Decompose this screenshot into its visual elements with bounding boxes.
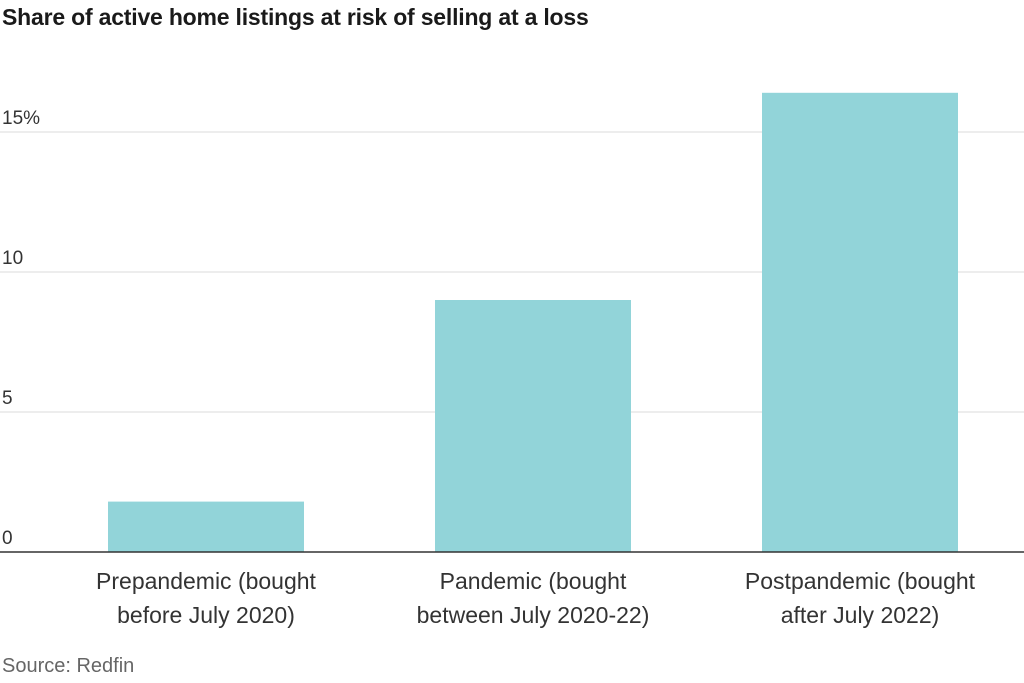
tick-labels: 0 5 10 15% Prepandemic (bought before July 20… xyxy=(2,108,976,628)
bars xyxy=(108,92,958,553)
bar-2 xyxy=(435,300,631,552)
x-tick-label: between July 2020-22) xyxy=(417,602,650,628)
x-tick-label: before July 2020) xyxy=(117,602,295,628)
chart-title: Share of active home listings at risk of… xyxy=(2,4,589,30)
bar-3 xyxy=(762,92,958,553)
x-tick-label: after July 2022) xyxy=(781,602,940,628)
source-note: Source: Redfin xyxy=(2,655,135,677)
x-tick-label: Postpandemic (bought xyxy=(745,568,976,594)
x-tick-label: Prepandemic (bought xyxy=(96,568,317,594)
y-tick-label: 0 xyxy=(2,528,13,549)
bar-1 xyxy=(108,501,304,552)
y-tick-label: 5 xyxy=(2,388,13,409)
y-tick-label: 15% xyxy=(2,108,40,129)
x-tick-label: Pandemic (bought xyxy=(440,568,627,594)
y-tick-label: 10 xyxy=(2,248,23,269)
